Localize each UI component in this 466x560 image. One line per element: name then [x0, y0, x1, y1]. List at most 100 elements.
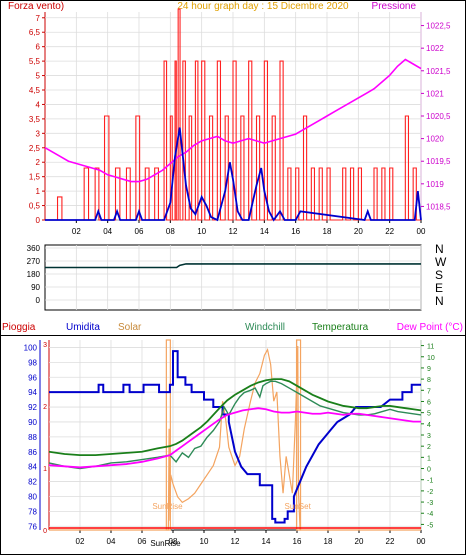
bottom-hour-label: 12	[231, 537, 240, 546]
humidity-tick-label: 86	[28, 448, 37, 457]
compass-label: W	[435, 255, 447, 269]
bottom-hour-label: 16	[293, 537, 302, 546]
wind-tick-label: 6	[36, 43, 41, 52]
sunset-label: SunSet	[285, 502, 312, 511]
chart-title: 24 hour graph day : 15 Dicembre 2020	[177, 1, 349, 12]
humidity-tick-label: 98	[28, 358, 37, 367]
temperature-tick-label: 9	[427, 366, 431, 373]
bottom-hour-label: 06	[138, 537, 147, 546]
bottom-hour-ticks: 02 04 06 08 10 12 14 16 18 20 22 00	[76, 530, 426, 546]
bottom-hour-label: 00	[417, 537, 426, 546]
bottom-hour-label: 04	[107, 537, 116, 546]
wind-tick-label: 3,5	[29, 115, 41, 124]
pressure-axis-label: Pressione	[372, 1, 417, 12]
pressure-tick-label: 1022	[426, 44, 444, 53]
wind-tick-label: 5	[36, 72, 41, 81]
rain-tick-label: 0	[43, 528, 47, 535]
humidity-tick-label: 96	[28, 373, 37, 382]
pressure-tick-label: 1021,5	[426, 67, 451, 76]
gust-series	[45, 127, 422, 222]
pressure-tick-label: 1019	[426, 180, 444, 189]
temperature-tick-label: 7	[427, 388, 431, 395]
bottom-gridlines	[49, 340, 422, 530]
rain-tick-label: 2	[43, 404, 47, 411]
humidity-series	[49, 350, 421, 524]
pressure-tick-label: 1019,5	[426, 157, 451, 166]
temperature-series	[48, 378, 422, 457]
temperature-tick-label: 4	[427, 422, 431, 429]
top-hour-label: 04	[103, 227, 112, 236]
top-hour-ticks: 02 04 06 08 10 12 14 16 18 20 22 00	[72, 220, 426, 236]
top-hour-label: 00	[417, 227, 426, 236]
top-hour-label: 14	[260, 227, 269, 236]
legend-rain: Pioggia	[2, 322, 36, 333]
pressure-tick-label: 1020	[426, 135, 444, 144]
direction-ticks: 0 90 180 270 360	[27, 244, 41, 305]
bottom-hour-label: 08	[169, 537, 178, 546]
wind-tick-label: 0	[36, 216, 41, 225]
humidity-ticks: 76 78 80 82 84 86 88 90 92 94 96 98 100	[24, 343, 38, 531]
rain-tick-label: 3	[43, 342, 47, 349]
temperature-ticks: -5 -4 -3 -2 -1 0 1 2 3 4 5 6 7 8 9 10 11	[421, 344, 435, 529]
bottom-hour-label: 02	[76, 537, 85, 546]
solar-series	[49, 345, 421, 531]
pressure-series	[44, 58, 422, 183]
temperature-tick-label: -3	[427, 500, 433, 507]
dewpoint-series	[48, 407, 421, 469]
humidity-tick-label: 82	[28, 478, 37, 487]
rain-tick-label: 1	[43, 466, 47, 473]
pressure-ticks: 1018,5 1019 1019,5 1020 1020,5 1021 1021,5 1022…	[421, 22, 451, 211]
top-hour-label: 16	[291, 227, 300, 236]
wind-force-series	[45, 8, 421, 221]
top-hour-label: 18	[323, 227, 332, 236]
temperature-tick-label: 3	[427, 433, 431, 440]
top-hour-label: 06	[135, 227, 144, 236]
temperature-tick-label: 0	[427, 467, 431, 474]
bottom-hour-label: 14	[262, 537, 271, 546]
temperature-tick-label: 8	[427, 377, 431, 384]
compass-label: N	[435, 294, 444, 308]
humidity-tick-label: 84	[28, 463, 37, 472]
direction-tick-label: 90	[31, 283, 40, 292]
temperature-tick-label: -4	[427, 511, 433, 518]
humidity-tick-label: 78	[28, 507, 37, 516]
bottom-hour-label: 10	[200, 537, 209, 546]
direction-tick-label: 270	[27, 257, 41, 266]
bottom-series	[48, 339, 422, 531]
top-hour-label: 02	[72, 227, 81, 236]
wind-tick-label: 4,5	[29, 86, 41, 95]
humidity-tick-label: 76	[28, 522, 37, 531]
temperature-tick-label: 1	[427, 455, 431, 462]
temperature-tick-label: 5	[427, 411, 431, 418]
legend-temp: Temperatura	[312, 322, 369, 333]
sunrise-x-label: SunRise	[150, 539, 181, 548]
temp-humidity-panel: Pioggia Umidita Solar Windchill Temperat…	[0, 322, 466, 555]
wind-tick-label: 1	[36, 187, 41, 196]
humidity-tick-label: 100	[24, 343, 38, 352]
legend-solar: Solar	[118, 322, 142, 333]
temperature-tick-label: -1	[427, 478, 433, 485]
temperature-tick-label: -2	[427, 489, 433, 496]
direction-tick-label: 360	[27, 244, 41, 253]
temperature-tick-label: 11	[427, 344, 434, 351]
pressure-tick-label: 1021	[426, 89, 444, 98]
rain-ticks: 0 1 2 3	[43, 342, 47, 535]
direction-gridlines	[45, 245, 422, 310]
sunrise-label: SunRise	[152, 502, 183, 511]
humidity-tick-label: 94	[28, 388, 37, 397]
direction-series	[45, 263, 421, 269]
top-hour-label: 10	[197, 227, 206, 236]
wind-pressure-panel: Forza vento) 24 hour graph day : 15 Dice…	[8, 1, 451, 236]
compass-label: N	[435, 242, 444, 256]
wind-tick-label: 4	[36, 100, 41, 109]
humidity-tick-label: 90	[28, 418, 37, 427]
wind-tick-label: 2	[36, 158, 41, 167]
compass-label: S	[435, 268, 443, 282]
bottom-hour-label: 20	[355, 537, 364, 546]
top-hour-label: 22	[385, 227, 394, 236]
humidity-tick-label: 80	[28, 492, 37, 501]
wind-tick-label: 1,5	[29, 173, 41, 182]
